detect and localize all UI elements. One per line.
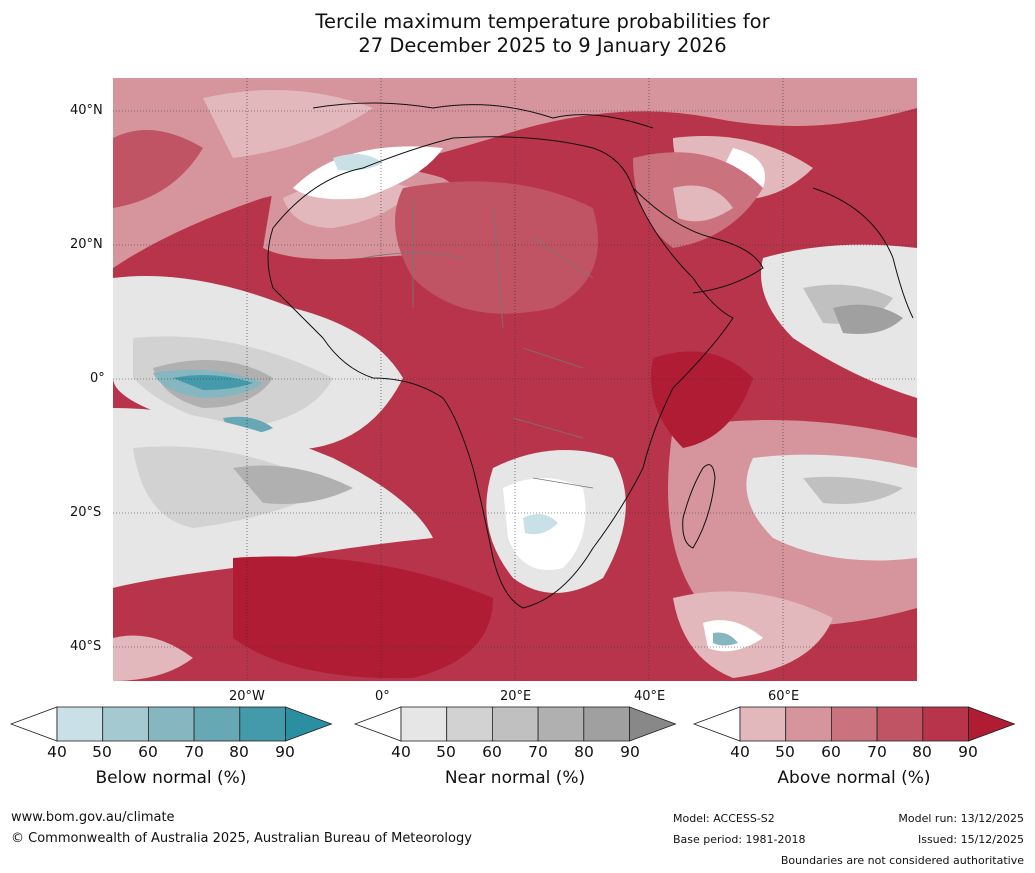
legend-below-tick: 40 (47, 743, 67, 761)
footer-disclaimer: Boundaries are not considered authoritat… (780, 854, 1024, 867)
legend-above-tick: 80 (912, 743, 932, 761)
colorbar-above-normal (692, 706, 1016, 742)
colorbar-below-normal-bin (193, 706, 241, 742)
legend-near-label: Near normal (%) (444, 768, 586, 788)
lat-label-0: 0° (90, 371, 105, 386)
colorbar-near-normal-bin (446, 706, 493, 742)
colorbar-near-normal-bin (537, 706, 585, 742)
colorbar-above-normal-bin (785, 706, 832, 742)
colorbar-near-normal (353, 706, 677, 742)
colorbar-above-normal-bin (739, 706, 787, 742)
colorbar-above-normal-high-extend (968, 706, 1016, 742)
colorbar-near-normal-low-extend (353, 706, 402, 742)
colorbar-below-normal-low-extend (9, 706, 58, 742)
colorbar-near-normal-high-extend (629, 706, 677, 742)
colorbar-below-normal-high-extend (285, 706, 333, 742)
legend-above-tick: 50 (775, 743, 795, 761)
legend-above-label: Above normal (%) (777, 768, 931, 788)
legend-near-tick: 60 (482, 743, 502, 761)
colorbar-near-normal-bin (400, 706, 448, 742)
colorbar-above-normal-low-extend (692, 706, 741, 742)
lon-label-20w: 20°W (229, 689, 265, 704)
footer-model: Model: ACCESS-S2 (673, 812, 775, 825)
colorbar-below-normal-bin (56, 706, 104, 742)
title-line-2: 27 December 2025 to 9 January 2026 (358, 34, 727, 57)
footer-copyright: © Commonwealth of Australia 2025, Austra… (11, 831, 472, 846)
lon-label-0: 0° (375, 689, 390, 704)
legend-below-tick: 60 (138, 743, 158, 761)
colorbar-near-normal-bin (491, 706, 539, 742)
legend-near-tick: 50 (436, 743, 456, 761)
legend-below-tick: 80 (229, 743, 249, 761)
legend-below-tick: 50 (92, 743, 112, 761)
legend-near-tick: 70 (528, 743, 548, 761)
lat-label-40n: 40°N (70, 103, 103, 118)
colorbar-below-normal-bin (102, 706, 149, 742)
madagascar-coastline (682, 464, 716, 549)
legend-near-tick: 90 (620, 743, 640, 761)
legend-above-tick: 60 (821, 743, 841, 761)
legend-near-tick: 40 (391, 743, 411, 761)
colorbar-below-normal (9, 706, 333, 742)
lat-label-20s: 20°S (70, 505, 102, 520)
colorbar-above-normal-bin (831, 706, 878, 742)
probability-map (113, 78, 917, 681)
lat-label-40s: 40°S (70, 639, 102, 654)
legend-above-tick: 90 (958, 743, 978, 761)
footer-model-run: Model run: 13/12/2025 (898, 812, 1024, 825)
legend-near-tick: 80 (574, 743, 594, 761)
africa-coastline (267, 136, 734, 609)
colorbar-below-normal-bin (147, 706, 195, 742)
colorbar-below-normal-bin (239, 706, 286, 742)
legend-below-label: Below normal (%) (95, 768, 247, 788)
footer-issued: Issued: 15/12/2025 (917, 833, 1024, 846)
legend-below-tick: 70 (184, 743, 204, 761)
legend-above-tick: 40 (730, 743, 750, 761)
lon-label-40e: 40°E (634, 689, 666, 704)
footer-base-period: Base period: 1981-2018 (673, 833, 806, 846)
legend-below-tick: 90 (275, 743, 295, 761)
colorbar-above-normal-bin (876, 706, 924, 742)
lon-label-20e: 20°E (500, 689, 532, 704)
title-line-1: Tercile maximum temperature probabilitie… (315, 10, 770, 33)
colorbar-above-normal-bin (922, 706, 969, 742)
colorbar-near-normal-bin (583, 706, 630, 742)
chart-title: Tercile maximum temperature probabilitie… (0, 10, 1035, 58)
lat-label-20n: 20°N (70, 237, 103, 252)
lon-label-60e: 60°E (768, 689, 800, 704)
legend-above-tick: 70 (867, 743, 887, 761)
footer-website: www.bom.gov.au/climate (11, 810, 175, 825)
